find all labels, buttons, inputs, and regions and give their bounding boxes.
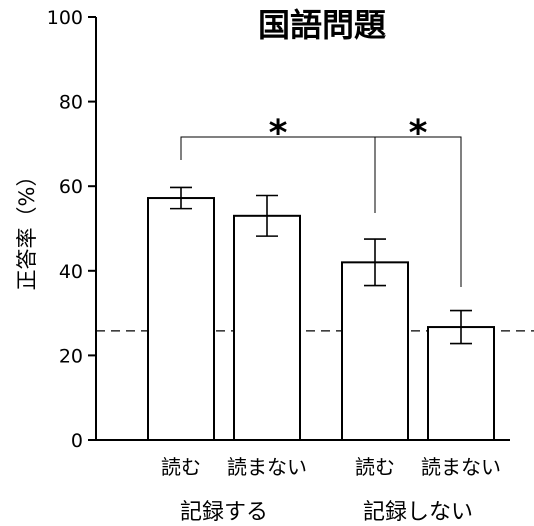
y-tick-label: 40 bbox=[59, 261, 83, 283]
category-labels: 読む 読まない 読む 読まない bbox=[161, 455, 501, 479]
group-label: 記録する bbox=[180, 500, 268, 525]
bar bbox=[147, 197, 215, 441]
y-tick-label: 80 bbox=[59, 92, 83, 114]
significance-label: * bbox=[269, 113, 288, 154]
y-tick-label: 100 bbox=[47, 7, 83, 29]
bar bbox=[233, 214, 301, 441]
bar bbox=[341, 261, 409, 441]
group-labels: 記録する 記録しない bbox=[180, 500, 473, 525]
y-ticks: 0 20 40 60 80 100 bbox=[47, 7, 96, 452]
significance-label: * bbox=[409, 113, 428, 154]
y-tick-label: 60 bbox=[59, 176, 83, 198]
category-label: 読まない bbox=[227, 455, 307, 479]
category-label: 読む bbox=[161, 455, 201, 479]
significance-markers: * * bbox=[180, 113, 462, 287]
y-tick-label: 20 bbox=[59, 345, 83, 367]
y-axis-label: 正答率（%） bbox=[15, 166, 39, 291]
category-label: 読まない bbox=[421, 455, 501, 479]
y-tick-label: 0 bbox=[71, 430, 83, 452]
group-label: 記録しない bbox=[363, 500, 473, 525]
chart-title: 国語問題 bbox=[258, 6, 386, 44]
category-label: 読む bbox=[355, 455, 395, 479]
significance-bracket bbox=[374, 136, 462, 287]
bars bbox=[147, 186, 495, 441]
